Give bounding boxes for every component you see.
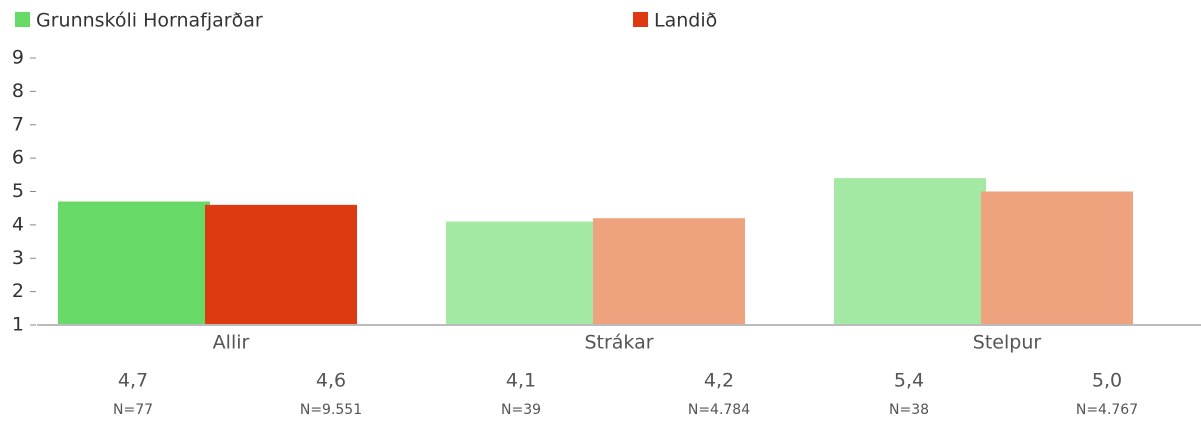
y-tick-label: 1 bbox=[12, 314, 24, 336]
x-tick-label: Strákar bbox=[584, 332, 653, 354]
bar bbox=[58, 201, 210, 325]
y-tick-label: 7 bbox=[12, 113, 24, 135]
bar bbox=[446, 221, 598, 325]
n-label: N=4.767 bbox=[1076, 402, 1138, 418]
n-label: N=77 bbox=[113, 402, 153, 418]
n-label: N=9.551 bbox=[300, 402, 362, 418]
y-tick-label: 5 bbox=[12, 180, 24, 202]
value-label: 4,7 bbox=[118, 370, 148, 392]
y-tick-label: 3 bbox=[12, 247, 24, 269]
n-label: N=4.784 bbox=[688, 402, 750, 418]
value-label: 5,0 bbox=[1092, 370, 1122, 392]
bar bbox=[205, 204, 357, 325]
value-label: 4,2 bbox=[704, 370, 734, 392]
y-tick-label: 2 bbox=[12, 280, 24, 302]
x-tick-label: Allir bbox=[213, 332, 250, 354]
legend-swatch bbox=[15, 12, 30, 27]
y-tick-label: 9 bbox=[12, 47, 24, 69]
value-label: 4,6 bbox=[316, 370, 346, 392]
y-tick-label: 4 bbox=[12, 213, 24, 235]
n-label: N=39 bbox=[501, 402, 541, 418]
legend-label: Grunnskóli Hornafjarðar bbox=[36, 10, 263, 32]
bar bbox=[834, 178, 986, 325]
bar bbox=[593, 218, 745, 325]
value-label: 5,4 bbox=[894, 370, 924, 392]
y-tick-label: 6 bbox=[12, 147, 24, 169]
bar bbox=[981, 191, 1133, 325]
value-label: 4,1 bbox=[506, 370, 536, 392]
y-tick-label: 8 bbox=[12, 80, 24, 102]
x-tick-label: Stelpur bbox=[973, 332, 1042, 354]
legend-label: Landið bbox=[654, 10, 717, 32]
legend-swatch bbox=[633, 12, 648, 27]
n-label: N=38 bbox=[889, 402, 929, 418]
